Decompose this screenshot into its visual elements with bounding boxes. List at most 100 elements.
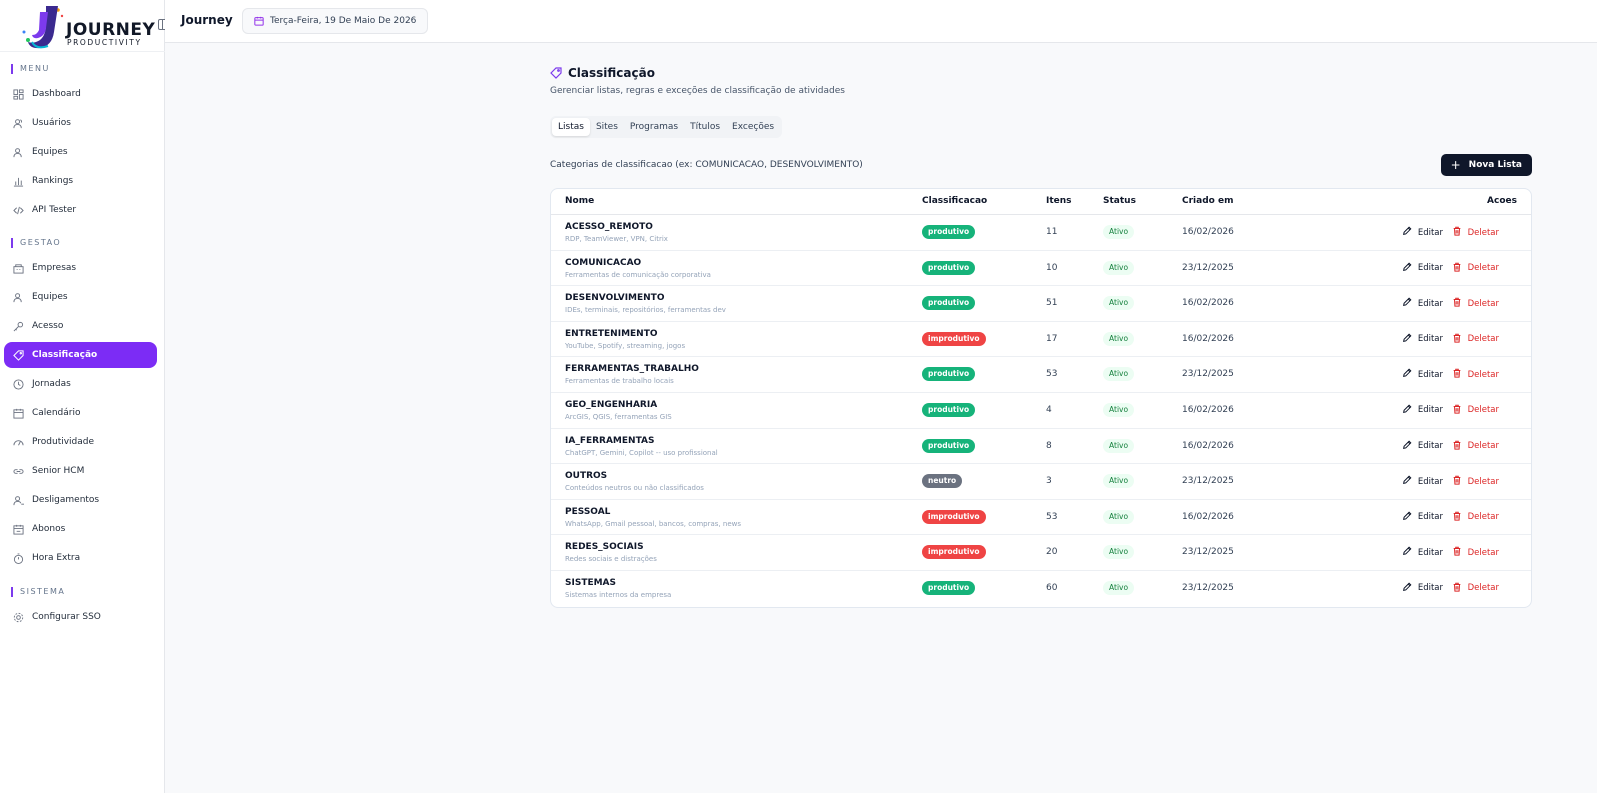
delete-button[interactable]: Deletar — [1452, 404, 1499, 417]
pencil-icon — [1402, 226, 1418, 239]
edit-button[interactable]: Editar — [1402, 404, 1443, 417]
sidebar-item-equipes[interactable]: Equipes — [4, 139, 157, 165]
sidebar-item-calendario[interactable]: Calendário — [4, 400, 157, 426]
sidebar-item-desligamentos[interactable]: Desligamentos — [4, 487, 157, 513]
row-items-count: 17 — [1046, 333, 1058, 344]
delete-label: Deletar — [1467, 441, 1499, 452]
delete-label: Deletar — [1467, 583, 1499, 594]
delete-button[interactable]: Deletar — [1452, 475, 1499, 488]
status-badge: Ativo — [1103, 402, 1135, 417]
logo[interactable]: JOURNEY PRODUCTIVITY — [0, 0, 165, 52]
pencil-icon — [1402, 582, 1418, 595]
row-description: Sistemas internos da empresa — [565, 590, 672, 599]
row-created-date: 16/02/2026 — [1182, 404, 1234, 415]
table-row: ENTRETENIMENTO YouTube, Spotify, streamin… — [551, 322, 1531, 358]
row-created-date: 23/12/2025 — [1182, 262, 1234, 273]
row-created-date: 23/12/2025 — [1182, 476, 1234, 487]
delete-button[interactable]: Deletar — [1452, 582, 1499, 595]
edit-button[interactable]: Editar — [1402, 297, 1443, 310]
sidebar-item-configurar-sso[interactable]: Configurar SSO — [4, 604, 157, 630]
classification-badge: produtivo — [922, 296, 976, 311]
edit-button[interactable]: Editar — [1402, 440, 1443, 453]
tab-titulos[interactable]: Títulos — [690, 122, 721, 132]
users-icon — [12, 117, 24, 129]
row-name: IA_FERRAMENTAS — [565, 435, 655, 446]
edit-label: Editar — [1417, 405, 1443, 416]
delete-button[interactable]: Deletar — [1452, 368, 1499, 381]
sidebar-item-empresas[interactable]: Empresas — [4, 255, 157, 281]
edit-button[interactable]: Editar — [1402, 511, 1443, 524]
sidebar-item-label: Desligamentos — [32, 495, 100, 505]
delete-button[interactable]: Deletar — [1452, 226, 1499, 239]
sidebar-item-classificacao[interactable]: Classificação — [4, 342, 157, 368]
classification-badge: produtivo — [922, 402, 976, 417]
bar-chart-icon — [12, 175, 24, 187]
delete-label: Deletar — [1467, 298, 1499, 309]
tab-listas[interactable]: Listas — [552, 118, 590, 136]
classification-badge: neutro — [922, 474, 963, 489]
trash-icon — [1452, 475, 1468, 488]
edit-button[interactable]: Editar — [1402, 262, 1443, 275]
delete-button[interactable]: Deletar — [1452, 440, 1499, 453]
sidebar-item-rankings[interactable]: Rankings — [4, 168, 157, 194]
sidebar-item-jornadas[interactable]: Jornadas — [4, 371, 157, 397]
edit-button[interactable]: Editar — [1402, 475, 1443, 488]
tag-icon — [12, 349, 24, 361]
tab-excecoes[interactable]: Exceções — [732, 122, 775, 132]
topbar: Journey Terça-Feira, 19 De Maio De 2026 — [165, 0, 1597, 43]
delete-button[interactable]: Deletar — [1452, 262, 1499, 275]
sidebar-item-acesso[interactable]: Acesso — [4, 313, 157, 339]
sidebar-item-senior-hcm[interactable]: Senior HCM — [4, 458, 157, 484]
sidebar-item-abonos[interactable]: Abonos — [4, 516, 157, 542]
sidebar-item-label: Usuários — [32, 118, 71, 128]
key-icon — [12, 320, 24, 332]
new-list-button[interactable]: + Nova Lista — [1440, 154, 1532, 176]
tab-sites[interactable]: Sites — [595, 122, 618, 132]
sidebar-item-equipes-gestao[interactable]: Equipes — [4, 284, 157, 310]
edit-button[interactable]: Editar — [1402, 226, 1443, 239]
row-name: FERRAMENTAS_TRABALHO — [565, 364, 699, 375]
sidebar-item-label: Jornadas — [32, 379, 71, 389]
delete-button[interactable]: Deletar — [1452, 333, 1499, 346]
trash-icon — [1452, 368, 1468, 381]
sidebar-item-hora-extra[interactable]: Hora Extra — [4, 545, 157, 571]
table-row: DESENVOLVIMENTO IDEs, terminais, repositó… — [551, 286, 1531, 322]
sidebar-item-dashboard[interactable]: Dashboard — [4, 81, 157, 107]
page-subtitle: Gerenciar listas, regras e exceções de c… — [550, 86, 845, 96]
row-items-count: 20 — [1046, 547, 1058, 558]
row-name: COMUNICACAO — [565, 257, 642, 268]
edit-button[interactable]: Editar — [1402, 546, 1443, 559]
tab-programas[interactable]: Programas — [629, 122, 679, 132]
date-chip[interactable]: Terça-Feira, 19 De Maio De 2026 — [242, 8, 429, 34]
delete-button[interactable]: Deletar — [1452, 546, 1499, 559]
gauge-icon — [12, 436, 24, 448]
delete-button[interactable]: Deletar — [1452, 511, 1499, 524]
delete-button[interactable]: Deletar — [1452, 297, 1499, 310]
edit-button[interactable]: Editar — [1402, 333, 1443, 346]
sidebar-item-produtividade[interactable]: Produtividade — [4, 429, 157, 455]
lists-table: Nome Classificacao Itens Status Criado e… — [550, 188, 1532, 608]
classification-badge: improdutivo — [922, 509, 986, 524]
edit-button[interactable]: Editar — [1402, 582, 1443, 595]
row-description: WhatsApp, Gmail pessoal, bancos, compras… — [565, 519, 741, 528]
edit-button[interactable]: Editar — [1402, 368, 1443, 381]
section-label-sistema: SISTEMA — [11, 587, 65, 597]
edit-label: Editar — [1417, 369, 1443, 380]
status-badge: Ativo — [1103, 225, 1135, 239]
page-title-text: Classificação — [568, 66, 655, 80]
row-name: OUTROS — [565, 471, 608, 482]
row-name: DESENVOLVIMENTO — [565, 293, 665, 304]
sidebar-item-api-tester[interactable]: API Tester — [4, 197, 157, 223]
row-items-count: 53 — [1046, 511, 1058, 522]
list-description: Categorias de classificacao (ex: COMUNIC… — [550, 160, 863, 170]
row-name: GEO_ENGENHARIA — [565, 399, 658, 410]
status-badge: Ativo — [1103, 296, 1135, 311]
row-description: RDP, TeamViewer, VPN, Citrix — [565, 235, 668, 243]
edit-label: Editar — [1417, 512, 1443, 523]
edit-label: Editar — [1417, 441, 1443, 452]
status-badge: Ativo — [1103, 509, 1135, 524]
delete-label: Deletar — [1467, 369, 1499, 380]
calendar-icon — [254, 16, 264, 26]
sidebar-item-usuarios[interactable]: Usuários — [4, 110, 157, 136]
status-badge: Ativo — [1103, 580, 1135, 595]
